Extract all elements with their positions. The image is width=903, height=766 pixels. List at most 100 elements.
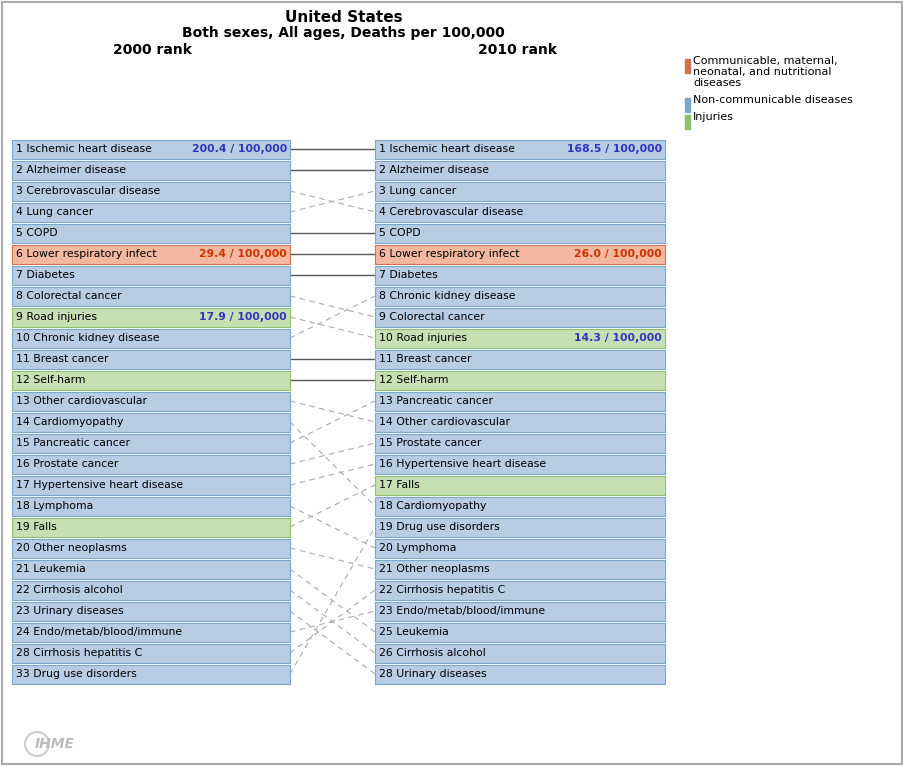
Bar (375, 518, 665, 536)
Bar (375, 244, 665, 264)
Bar (12, 349, 290, 368)
Bar (375, 139, 665, 159)
Text: 7 Diabetes: 7 Diabetes (378, 270, 437, 280)
Bar (375, 559, 665, 578)
Text: 6 Lower respiratory infect: 6 Lower respiratory infect (16, 249, 156, 259)
Text: 19 Drug use disorders: 19 Drug use disorders (378, 522, 499, 532)
Text: Injuries: Injuries (693, 112, 733, 122)
Text: 2000 rank: 2000 rank (113, 43, 191, 57)
Text: 14 Other cardiovascular: 14 Other cardiovascular (378, 417, 509, 427)
Text: 21 Other neoplasms: 21 Other neoplasms (378, 564, 489, 574)
Bar (12, 518, 290, 536)
Bar (12, 559, 290, 578)
Bar (12, 286, 290, 306)
Bar (375, 476, 665, 495)
Text: Communicable, maternal,: Communicable, maternal, (693, 56, 837, 66)
Bar (375, 601, 665, 620)
Bar (12, 434, 290, 453)
Text: 15 Prostate cancer: 15 Prostate cancer (378, 438, 480, 448)
Text: 8 Chronic kidney disease: 8 Chronic kidney disease (378, 291, 515, 301)
Text: 8 Colorectal cancer: 8 Colorectal cancer (16, 291, 122, 301)
Bar (375, 329, 665, 348)
Text: 20 Other neoplasms: 20 Other neoplasms (16, 543, 126, 553)
Text: 13 Other cardiovascular: 13 Other cardiovascular (16, 396, 147, 406)
Text: 5 COPD: 5 COPD (16, 228, 58, 238)
Bar (12, 266, 290, 284)
Bar (375, 413, 665, 431)
Text: 10 Chronic kidney disease: 10 Chronic kidney disease (16, 333, 159, 343)
Text: IHME: IHME (35, 737, 75, 751)
Bar (12, 244, 290, 264)
Text: 33 Drug use disorders: 33 Drug use disorders (16, 669, 136, 679)
Bar (375, 664, 665, 683)
Bar (375, 266, 665, 284)
Text: 14.3 / 100,000: 14.3 / 100,000 (573, 333, 661, 343)
Text: United States: United States (284, 11, 402, 25)
Text: 12 Self-harm: 12 Self-harm (378, 375, 448, 385)
Bar (12, 538, 290, 558)
Bar (375, 286, 665, 306)
Bar (12, 202, 290, 221)
Text: 25 Leukemia: 25 Leukemia (378, 627, 448, 637)
Bar (375, 538, 665, 558)
Text: 4 Cerebrovascular disease: 4 Cerebrovascular disease (378, 207, 523, 217)
Text: 10 Road injuries: 10 Road injuries (378, 333, 467, 343)
Text: 1 Ischemic heart disease: 1 Ischemic heart disease (378, 144, 515, 154)
Bar (12, 391, 290, 411)
Bar (375, 496, 665, 516)
Bar (12, 139, 290, 159)
Bar (375, 202, 665, 221)
Bar (375, 454, 665, 473)
Text: 24 Endo/metab/blood/immune: 24 Endo/metab/blood/immune (16, 627, 182, 637)
Text: 17 Hypertensive heart disease: 17 Hypertensive heart disease (16, 480, 183, 490)
Text: 22 Cirrhosis alcohol: 22 Cirrhosis alcohol (16, 585, 123, 595)
Bar (12, 601, 290, 620)
Text: neonatal, and nutritional: neonatal, and nutritional (693, 67, 831, 77)
Text: 28 Urinary diseases: 28 Urinary diseases (378, 669, 486, 679)
Text: 168.5 / 100,000: 168.5 / 100,000 (566, 144, 661, 154)
Bar (375, 643, 665, 663)
Bar (375, 307, 665, 326)
Text: 26 Cirrhosis alcohol: 26 Cirrhosis alcohol (378, 648, 485, 658)
Bar (12, 476, 290, 495)
Bar (12, 643, 290, 663)
Text: diseases: diseases (693, 78, 740, 88)
Text: 15 Pancreatic cancer: 15 Pancreatic cancer (16, 438, 130, 448)
Bar (375, 371, 665, 389)
Bar (12, 623, 290, 641)
Text: 9 Road injuries: 9 Road injuries (16, 312, 97, 322)
Bar (12, 413, 290, 431)
Bar (12, 454, 290, 473)
Bar (375, 224, 665, 243)
Bar (684, 98, 689, 112)
Text: 2010 rank: 2010 rank (478, 43, 557, 57)
Bar (684, 59, 689, 73)
Text: 11 Breast cancer: 11 Breast cancer (16, 354, 108, 364)
Text: 17 Falls: 17 Falls (378, 480, 419, 490)
Text: 21 Leukemia: 21 Leukemia (16, 564, 86, 574)
Bar (375, 623, 665, 641)
Text: 12 Self-harm: 12 Self-harm (16, 375, 86, 385)
Text: 13 Pancreatic cancer: 13 Pancreatic cancer (378, 396, 492, 406)
Text: 2 Alzheimer disease: 2 Alzheimer disease (16, 165, 126, 175)
Text: 4 Lung cancer: 4 Lung cancer (16, 207, 93, 217)
Text: 16 Hypertensive heart disease: 16 Hypertensive heart disease (378, 459, 545, 469)
Text: 1 Ischemic heart disease: 1 Ischemic heart disease (16, 144, 152, 154)
Bar (375, 349, 665, 368)
Text: 18 Cardiomyopathy: 18 Cardiomyopathy (378, 501, 486, 511)
Bar (375, 391, 665, 411)
Text: 16 Prostate cancer: 16 Prostate cancer (16, 459, 118, 469)
Text: 9 Colorectal cancer: 9 Colorectal cancer (378, 312, 484, 322)
Bar (12, 664, 290, 683)
Bar (12, 329, 290, 348)
Text: 3 Cerebrovascular disease: 3 Cerebrovascular disease (16, 186, 160, 196)
Text: 14 Cardiomyopathy: 14 Cardiomyopathy (16, 417, 123, 427)
Text: 23 Urinary diseases: 23 Urinary diseases (16, 606, 124, 616)
Bar (375, 434, 665, 453)
Text: 28 Cirrhosis hepatitis C: 28 Cirrhosis hepatitis C (16, 648, 142, 658)
Bar (12, 161, 290, 179)
Bar (12, 224, 290, 243)
Text: 7 Diabetes: 7 Diabetes (16, 270, 75, 280)
Text: Both sexes, All ages, Deaths per 100,000: Both sexes, All ages, Deaths per 100,000 (182, 26, 505, 40)
Text: 29.4 / 100,000: 29.4 / 100,000 (199, 249, 286, 259)
